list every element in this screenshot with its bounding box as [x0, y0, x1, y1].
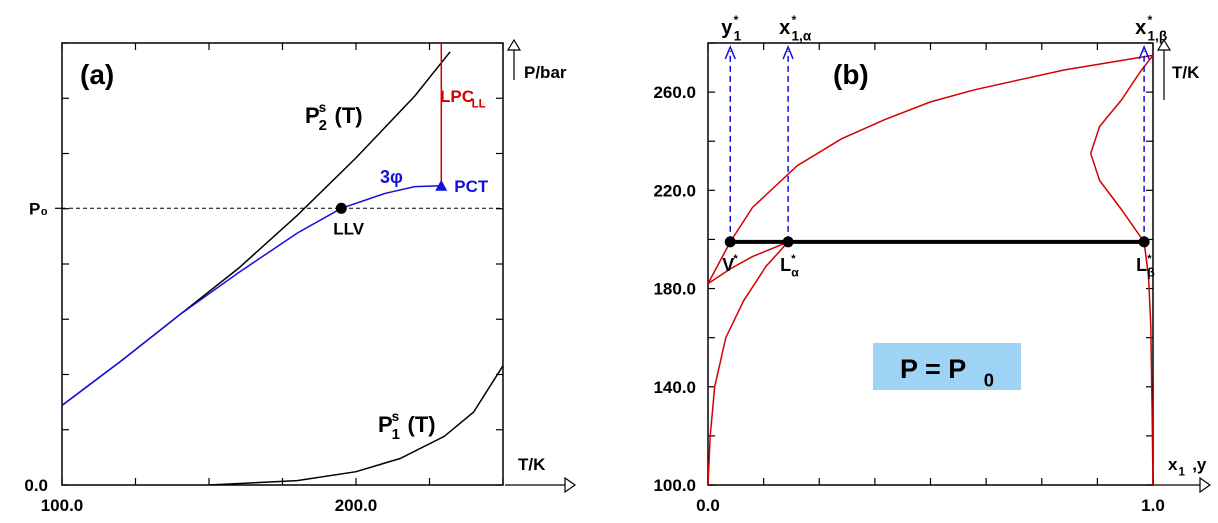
x-axis-arrow — [505, 476, 577, 494]
top-label-0: y* 1 — [721, 13, 741, 43]
series-p2s-t- — [62, 51, 451, 406]
marker-point — [724, 236, 736, 248]
curves-b — [708, 54, 1153, 485]
panel-label-a: (a) — [80, 59, 114, 90]
marker-label-2: L* β — [1136, 253, 1155, 280]
series-p1s-t- — [208, 365, 503, 485]
y-axis-arrow — [1156, 38, 1172, 100]
x-axis-arrow — [1153, 476, 1212, 494]
series-solubility-alpha — [708, 241, 789, 485]
y-tick-label: 140.0 — [653, 378, 696, 397]
panel-b: 260.0 220.0 180.0 140.0 100.00.0 1.0x1 ,y T/K (b… — [653, 13, 1212, 515]
label-p1s: Ps 1 (T) — [378, 409, 436, 443]
curves-a — [62, 43, 503, 485]
series-bubble-lower — [708, 241, 789, 285]
series-dew — [708, 54, 1153, 284]
marker-label-1: L* α — [780, 253, 799, 280]
marker-label-llv: LLV — [333, 219, 365, 238]
x-tick-label: 100.0 — [41, 496, 84, 515]
series-3- — [62, 185, 442, 406]
dashed-arrow-head — [782, 45, 794, 60]
y-tick-label: 260.0 — [653, 83, 696, 102]
y-tick-label: 180.0 — [653, 280, 696, 299]
marker-pct — [435, 179, 448, 191]
x-axis-label: T/K — [518, 455, 546, 474]
marker-point — [1138, 236, 1150, 248]
y-axis-label: T/K — [1172, 63, 1200, 82]
plot-frame-b — [707, 42, 1154, 486]
top-label-1: x* 1,α — [779, 13, 812, 43]
marker-point — [782, 236, 794, 248]
panel-label-b: (b) — [833, 59, 869, 90]
plot-frame-a — [61, 42, 504, 486]
y-tick-label: 0.0 — [24, 476, 48, 495]
label-3phi: 3φ — [380, 167, 403, 187]
x-tick-label: 0.0 — [696, 496, 720, 515]
y-axis-arrow — [506, 38, 522, 80]
dashed-arrow-head — [724, 45, 736, 60]
x-tick-label: 1.0 — [1141, 496, 1165, 515]
series-solubility-beta — [1089, 54, 1153, 243]
y-tick-label-p0: P₀ — [29, 199, 48, 218]
dashed-arrow-head — [1138, 45, 1150, 60]
y-tick-label: 220.0 — [653, 181, 696, 200]
label-p2s: Ps 2 (T) — [305, 100, 363, 134]
panel-a: 100.0 200.0 P₀ 0.0 T/K P/bar (a) Ps 2 (T) Ps 1 (T) 3φ… — [24, 38, 577, 515]
x-tick-label: 200.0 — [335, 496, 378, 515]
x-axis-label: x1 ,y — [1168, 455, 1207, 478]
y-axis-label: P/bar — [524, 63, 567, 82]
series-liquid-beta-low — [1143, 241, 1153, 485]
label-lpc-ll: LPCLL — [440, 87, 486, 110]
marker-label-0: V* — [722, 253, 738, 275]
y-tick-label: 100.0 — [653, 476, 696, 495]
annotation-box — [873, 343, 1021, 390]
top-label-2: x* 1,β — [1135, 13, 1167, 43]
marker-llv — [335, 202, 347, 214]
marker-label-pct: PCT — [454, 177, 489, 196]
